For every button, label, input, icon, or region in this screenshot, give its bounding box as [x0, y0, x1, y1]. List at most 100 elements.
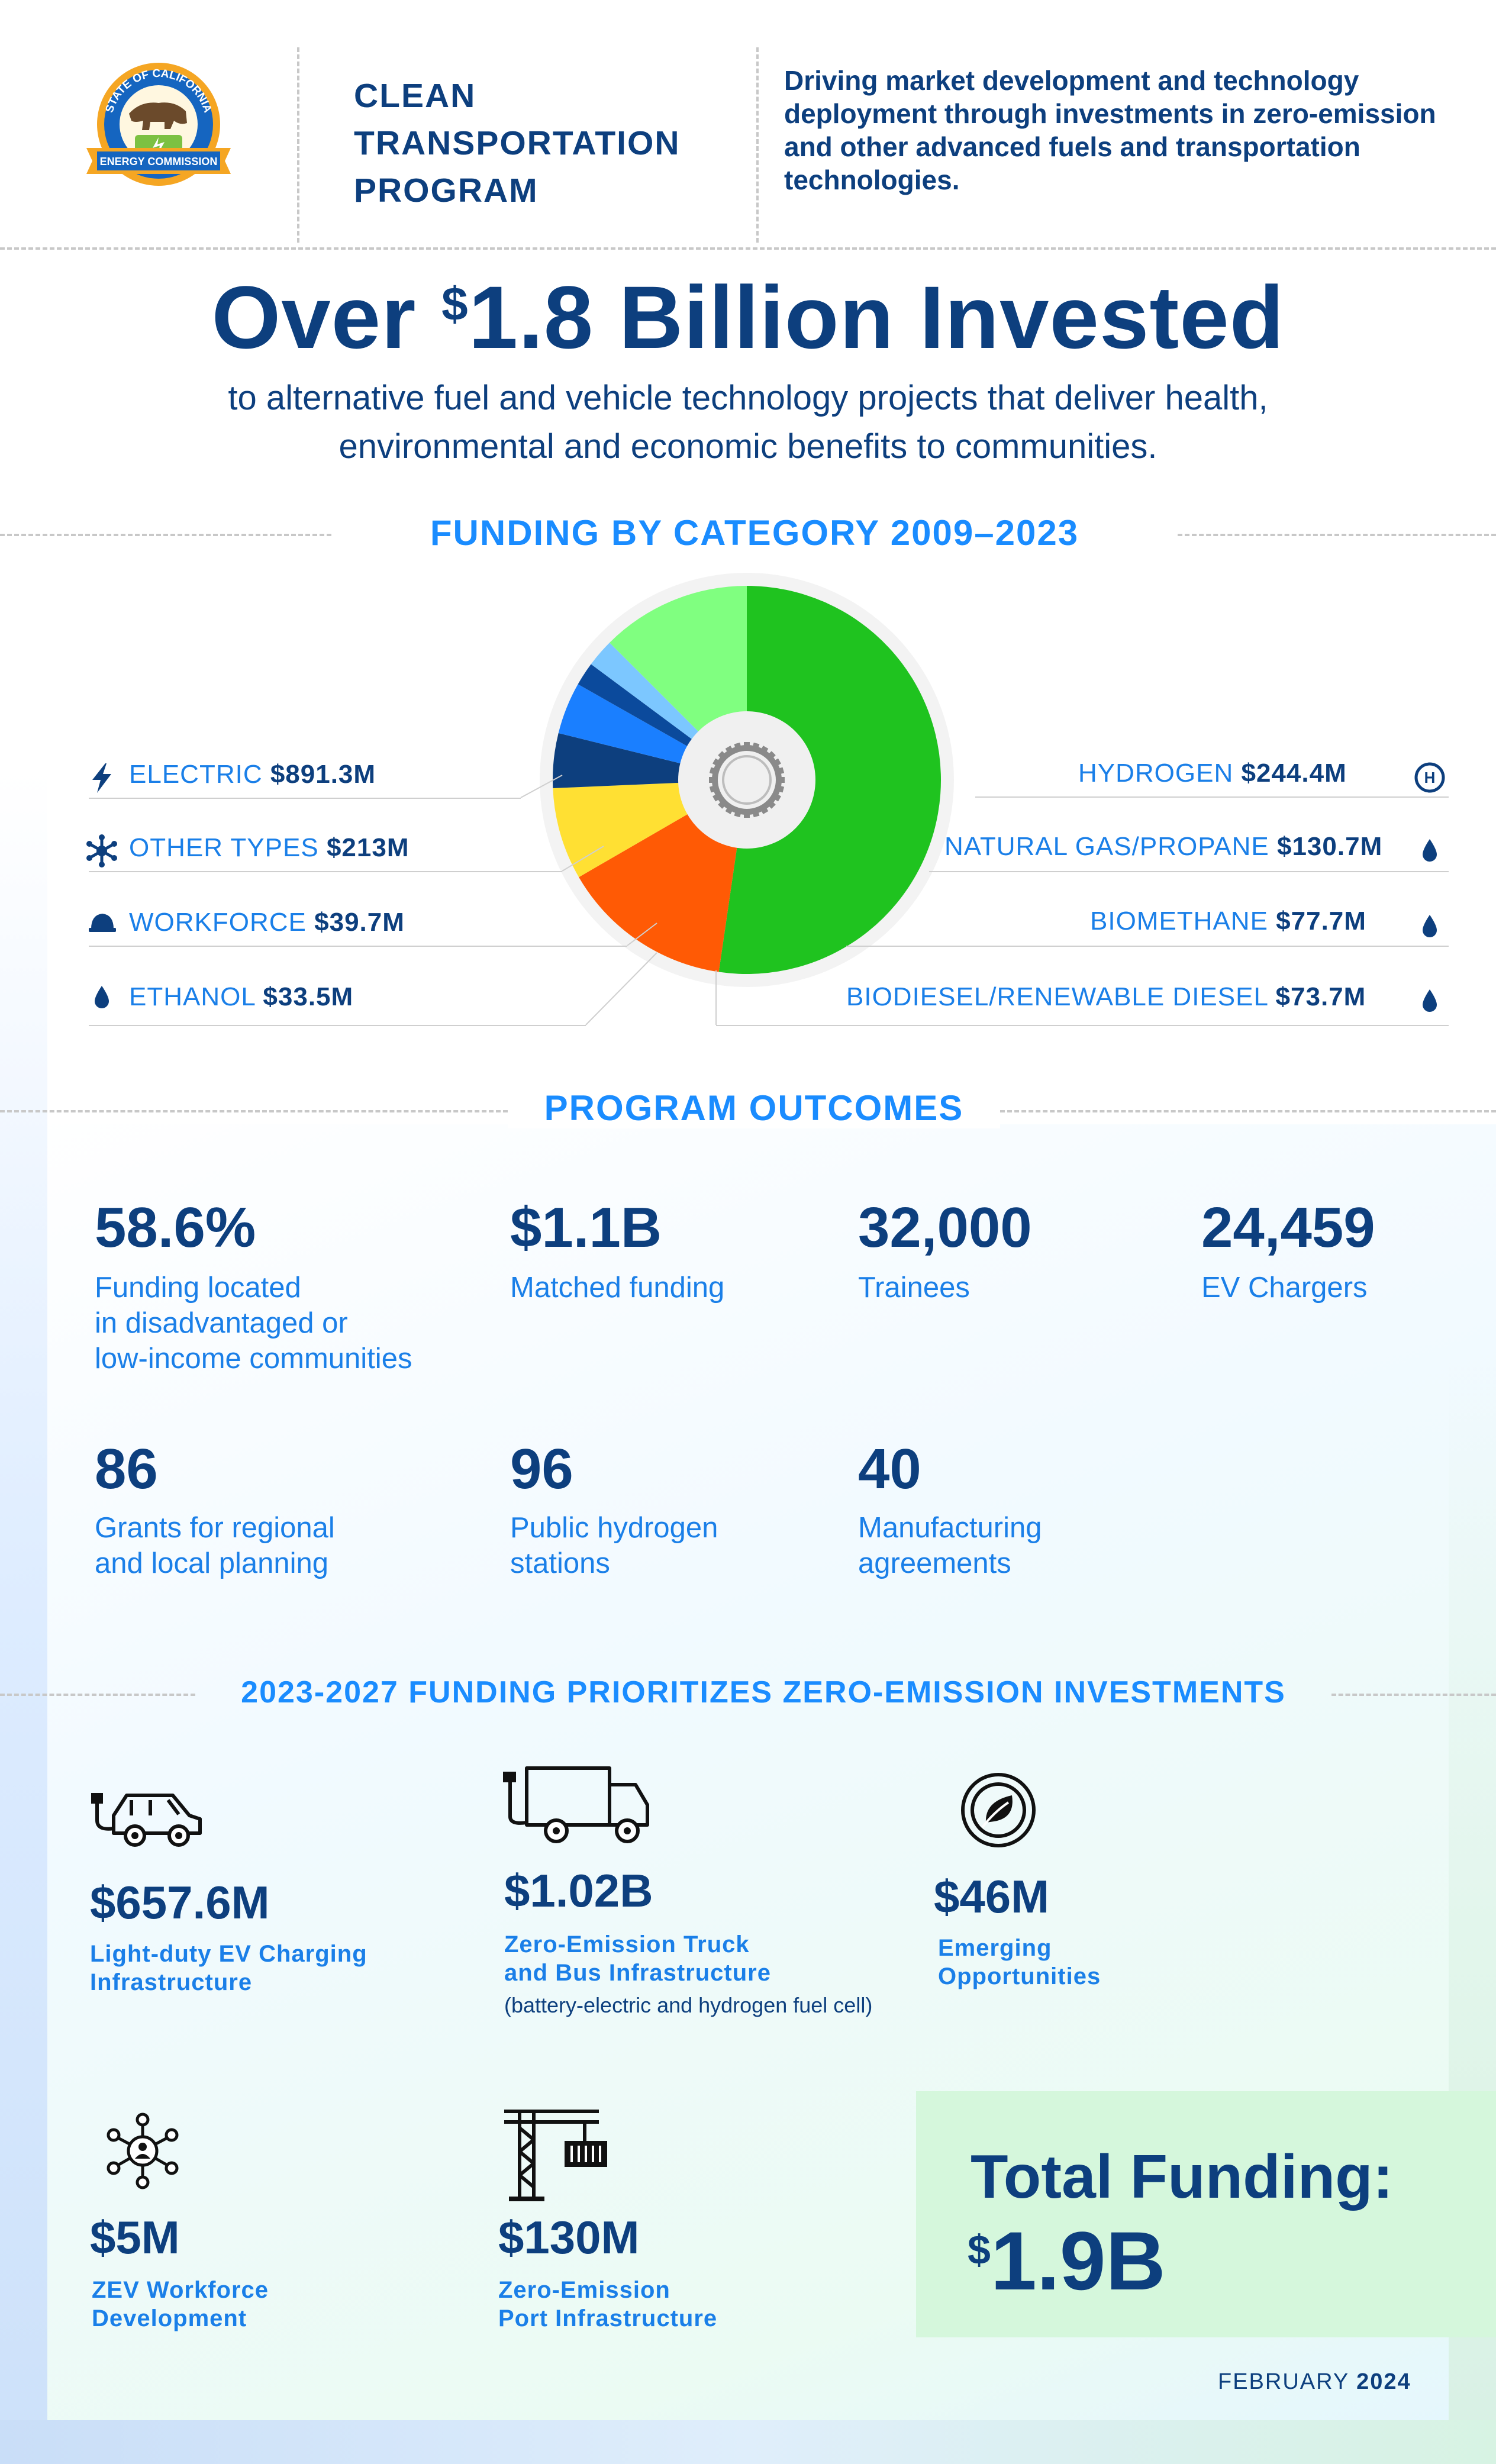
program-name-line: TRANSPORTATION: [354, 124, 681, 162]
total-amount: 1.9B: [990, 2214, 1166, 2307]
total-currency: $: [968, 2227, 991, 2273]
priority-label: Zero-Emission Truck and Bus Infrastructu…: [504, 1930, 771, 1987]
legend-amount: $130.7M: [1276, 832, 1383, 861]
funding-divider-right: [1178, 534, 1496, 536]
total-funding-value: $1.9B: [968, 2213, 1166, 2309]
legend-label: ETHANOL: [129, 982, 256, 1011]
priorities-section-title: 2023-2027 FUNDING PRIORITIZES ZERO-EMISS…: [241, 1675, 1286, 1710]
outcomes-section-title: PROGRAM OUTCOMES: [508, 1088, 1000, 1128]
total-funding-label: Total Funding:: [971, 2143, 1394, 2211]
leader-other-types: [89, 871, 562, 872]
stat-label: Funding located in disadvantaged or low-…: [95, 1270, 412, 1376]
legend-label: WORKFORCE: [129, 908, 307, 937]
leaf-cycle-icon: [961, 1773, 1036, 1847]
legend-label: ELECTRIC: [129, 760, 263, 789]
priority-amount: $46M: [934, 1870, 1050, 1923]
header-divider-2: [756, 47, 759, 243]
subtitle-line: to alternative fuel and vehicle technolo…: [228, 379, 1268, 417]
leader-hydrogen: [975, 796, 1449, 798]
stat-label-line: EV Chargers: [1201, 1272, 1368, 1304]
drop-icon: [1423, 839, 1437, 862]
legend-biodiesel: BIODIESEL/RENEWABLE DIESEL $73.7M: [846, 982, 1366, 1012]
legend-amount: $213M: [326, 833, 410, 862]
leader-electric: [89, 798, 521, 799]
publication-date: FEBRUARY 2024: [1218, 2369, 1411, 2395]
drop-icon: [1423, 989, 1437, 1012]
legend-amount: $73.7M: [1275, 982, 1366, 1011]
headline-subtitle: to alternative fuel and vehicle technolo…: [213, 374, 1283, 471]
stat-label-line: Public hydrogen: [510, 1512, 718, 1544]
electric-truck-icon: [503, 1766, 649, 1843]
legend-label: BIOMETHANE: [1090, 907, 1268, 936]
priority-label-line: Zero-Emission: [498, 2277, 670, 2303]
stat-label: Trainees: [858, 1270, 970, 1305]
legend-label: OTHER TYPES: [129, 833, 319, 862]
stat-value: 40: [858, 1437, 921, 1501]
priority-label: Light-duty EV Charging Infrastructure: [90, 1940, 367, 1997]
legend-amount: $39.7M: [314, 908, 405, 937]
funding-section-title: FUNDING BY CATEGORY 2009–2023: [331, 512, 1178, 553]
priority-label-line: Opportunities: [938, 1963, 1101, 1989]
priorities-divider-left: [0, 1694, 195, 1696]
legend-other-types: OTHER TYPES $213M: [129, 833, 409, 863]
program-name-line: CLEAN: [354, 77, 476, 115]
legend-amount: $77.7M: [1276, 907, 1366, 936]
stat-label-line: in disadvantaged or: [95, 1307, 348, 1339]
priority-label-line: Emerging: [938, 1935, 1052, 1961]
leader-natural-gas: [929, 871, 1449, 872]
priority-amount: $657.6M: [90, 1876, 270, 1928]
leader-ethanol: [89, 1025, 586, 1026]
drop-icon: [1423, 915, 1437, 937]
hydrogen-icon: H: [1414, 762, 1445, 793]
priority-label-line: Zero-Emission Truck: [504, 1931, 750, 1957]
outcomes-divider-left: [0, 1110, 508, 1112]
snowflake-icon: [86, 834, 117, 867]
leader-biodiesel: [716, 1025, 1449, 1026]
legend-amount: $891.3M: [270, 760, 376, 789]
priority-label: ZEV Workforce Development: [92, 2276, 269, 2333]
gear-icon: [709, 742, 785, 818]
stat-label-line: Matched funding: [510, 1272, 725, 1304]
stat-label-line: Funding located: [95, 1272, 301, 1304]
total-funding-box: [916, 2091, 1496, 2337]
funding-divider-left: [0, 534, 331, 536]
priority-label-line: and Bus Infrastructure: [504, 1960, 771, 1986]
legend-workforce: WORKFORCE $39.7M: [129, 908, 405, 937]
legend-amount: $244.4M: [1241, 759, 1347, 788]
background-stripe-left: [0, 769, 47, 2464]
stat-value: 96: [510, 1437, 573, 1501]
outcomes-divider-right: [1000, 1110, 1496, 1112]
stat-label-line: Manufacturing: [858, 1512, 1042, 1544]
leader-biomethane: [846, 946, 1449, 947]
stat-label-line: agreements: [858, 1547, 1011, 1579]
leader-workforce: [89, 946, 627, 947]
priority-label-line: Port Infrastructure: [498, 2305, 718, 2331]
headline: Over $1.8 Billion Invested: [0, 266, 1496, 369]
program-name-line: PROGRAM: [354, 172, 539, 209]
stat-label: Grants for regional and local planning: [95, 1510, 335, 1581]
legend-hydrogen: HYDROGEN $244.4M: [1078, 759, 1347, 788]
stat-value: 24,459: [1201, 1196, 1375, 1259]
priority-amount: $1.02B: [504, 1865, 653, 1917]
port-crane-icon: [504, 2110, 607, 2201]
stat-value: 32,000: [858, 1196, 1032, 1259]
stat-label: EV Chargers: [1201, 1270, 1368, 1305]
legend-biomethane: BIOMETHANE $77.7M: [1090, 907, 1366, 936]
drop-icon: [95, 986, 109, 1008]
lightning-icon: [92, 763, 111, 793]
date-year: 2024: [1356, 2369, 1411, 2394]
legend-electric: ELECTRIC $891.3M: [129, 760, 376, 789]
header-bottom-divider: [0, 247, 1496, 250]
stat-label-line: and local planning: [95, 1547, 329, 1579]
stat-label: Matched funding: [510, 1270, 724, 1305]
stat-value: 86: [95, 1437, 158, 1501]
headline-prefix: Over: [211, 267, 442, 367]
legend-label: HYDROGEN: [1078, 759, 1234, 788]
legend-natural-gas: NATURAL GAS/PROPANE $130.7M: [944, 832, 1382, 862]
priority-label-line: ZEV Workforce: [92, 2277, 269, 2303]
priority-amount: $5M: [90, 2211, 180, 2263]
background-bottom-band: [0, 2420, 1496, 2464]
pie-slice-electric: [718, 586, 942, 974]
priority-label: Emerging Opportunities: [938, 1934, 1101, 1991]
stat-label-line: Trainees: [858, 1272, 970, 1304]
